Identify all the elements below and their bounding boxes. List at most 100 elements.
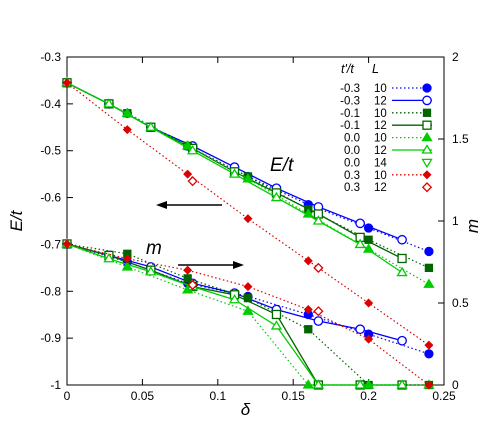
y-left-tick-label: -0.9 [40, 331, 61, 345]
series-0.3-L10-energy-upper-point [62, 78, 72, 88]
legend-marker [421, 182, 433, 193]
y-left-tick-label: -0.3 [40, 50, 61, 64]
y-left-tick-label: -0.6 [40, 191, 61, 205]
annotation-energy-arrowhead [156, 201, 167, 209]
legend-tprime: -0.1 [340, 108, 360, 120]
series--0.3-L12-m-point [355, 324, 366, 335]
series-0.0-L12-energy-upper-point [270, 191, 283, 202]
series-0.3-L10-m-point [243, 282, 253, 292]
series-0.0-L12-energy-upper-point [396, 266, 408, 277]
series-0.3-L10-energy-upper-point [243, 214, 253, 224]
legend-marker [422, 120, 432, 130]
legend-L: 12 [374, 145, 387, 157]
series-0.3-L10-energy-upper-point [424, 340, 434, 350]
series-0.0-L10-energy-upper-point [302, 208, 314, 218]
series-0.0-L10-m-point [302, 379, 314, 389]
x-tick-label: 0.2 [360, 389, 377, 403]
series-0.0-L12-m-point [145, 266, 157, 276]
legend-marker [422, 170, 432, 180]
series-0.0-L12-energy-upper-point [186, 144, 199, 155]
legend-tprime: 0.0 [344, 145, 360, 157]
legend-tprime: -0.3 [340, 95, 360, 107]
legend-tprime: 0.0 [344, 133, 360, 145]
legend-header-tprime: t'/t [341, 62, 354, 76]
series-0.3-L10-energy-upper-point [364, 298, 374, 308]
series--0.1-L12-energy-upper-point [397, 253, 407, 264]
series-layer [61, 77, 435, 390]
series--0.1-L10-m-point [183, 274, 192, 283]
annotation-m-arrowhead [233, 261, 244, 269]
series-0.0-L12-energy-upper-point [312, 215, 325, 225]
series-0.3-L10-m-point [122, 254, 132, 264]
legend-marker [421, 158, 433, 169]
x-tick-label: 0.15 [282, 389, 306, 403]
legend-tprime: 0.3 [344, 170, 360, 182]
legend-L: 10 [374, 170, 387, 182]
x-tick-label: 0.25 [432, 389, 456, 403]
series-0.3-L10-energy-upper-point [303, 256, 313, 266]
series-0.3-L10-m-point [62, 239, 72, 249]
x-tick-label: 0.1 [209, 389, 226, 403]
y-left-tick-label: -0.8 [40, 284, 61, 298]
series-0.0-L10-m-point [242, 305, 254, 315]
legend-tprime: -0.3 [340, 83, 360, 95]
series--0.3-L12-energy-upper-point [397, 234, 407, 245]
series-0.0-L10-m-point [121, 261, 133, 271]
series-0.0-L12-m-point [396, 379, 408, 389]
series-0.0-L10-m-point [362, 379, 375, 389]
series-0.3-L12-energy-upper-point [187, 176, 198, 187]
y-right-tick-label: 2 [452, 50, 459, 64]
series--0.3-L12-m-point [397, 335, 407, 346]
series-0.3-L12-energy-upper-point [313, 262, 324, 273]
series-0.3-L10-energy-upper-point [183, 169, 193, 179]
y-right-axis-label: m [463, 219, 482, 233]
series-0.3-L10-m-point [364, 334, 374, 344]
series-0.3-L12-m-point [313, 306, 324, 317]
x-tick-label: 0 [64, 389, 71, 403]
y-left-tick-label: -0.7 [40, 237, 61, 251]
legend-L: 10 [374, 133, 387, 145]
legend-marker [422, 83, 432, 93]
annotation-energy: E/t [270, 155, 294, 176]
series-0.0-L12-energy-upper-point [145, 121, 157, 131]
series--0.1-L10-energy-upper-point [424, 263, 434, 273]
annotation-m: m [146, 238, 162, 259]
series-0.3-L10-m-point [303, 305, 313, 315]
legend-header-L: L [372, 62, 379, 76]
series-0.3-L12-m-point [187, 279, 198, 291]
legend-L: 14 [374, 157, 387, 169]
y-right-tick-label: 0 [452, 378, 459, 392]
legend-L: 12 [374, 95, 387, 107]
y-left-tick-label: -0.4 [40, 97, 61, 111]
legend-L: 10 [374, 83, 387, 95]
y-right-tick-label: 1 [452, 214, 459, 228]
legend-marker [421, 131, 433, 142]
series--0.3-L10-energy-upper-point [424, 246, 434, 257]
legend-marker [421, 144, 433, 154]
plot-frame [66, 56, 445, 386]
series--0.1-L10-m-point [304, 325, 313, 334]
series-0.3-L10-m-point [183, 265, 193, 275]
series-0.0-L12-m-point [103, 252, 115, 263]
series--0.3-L10-m-point [424, 349, 434, 359]
legend-L: 12 [374, 120, 387, 132]
series-0.0-L12-m-point [354, 379, 366, 389]
legend-tprime: -0.1 [340, 120, 360, 132]
series-0.3-L10-m-point [424, 380, 434, 390]
series--0.1-L12-m-point [271, 309, 282, 320]
series--0.3-L12-m-point [313, 316, 324, 326]
y-right-tick-label: 0.5 [452, 296, 469, 310]
y-left-tick-label: -1 [50, 378, 61, 392]
legend-tprime: 0.0 [344, 157, 360, 169]
legend-L: 12 [374, 182, 387, 194]
x-axis-label: δ [241, 400, 251, 419]
y-left-axis-label: E/t [7, 209, 26, 231]
series-0.0-L12-energy-upper-point [103, 98, 115, 108]
series--0.3-L12-energy-upper-point [355, 218, 366, 229]
legend-marker [422, 108, 432, 117]
series-0.0-L12-energy-upper-point [228, 168, 241, 178]
series-0.0-L10-energy-upper-point [423, 278, 435, 288]
series-0.0-L12-m-point [270, 320, 283, 330]
x-tick-label: 0.05 [131, 389, 155, 403]
